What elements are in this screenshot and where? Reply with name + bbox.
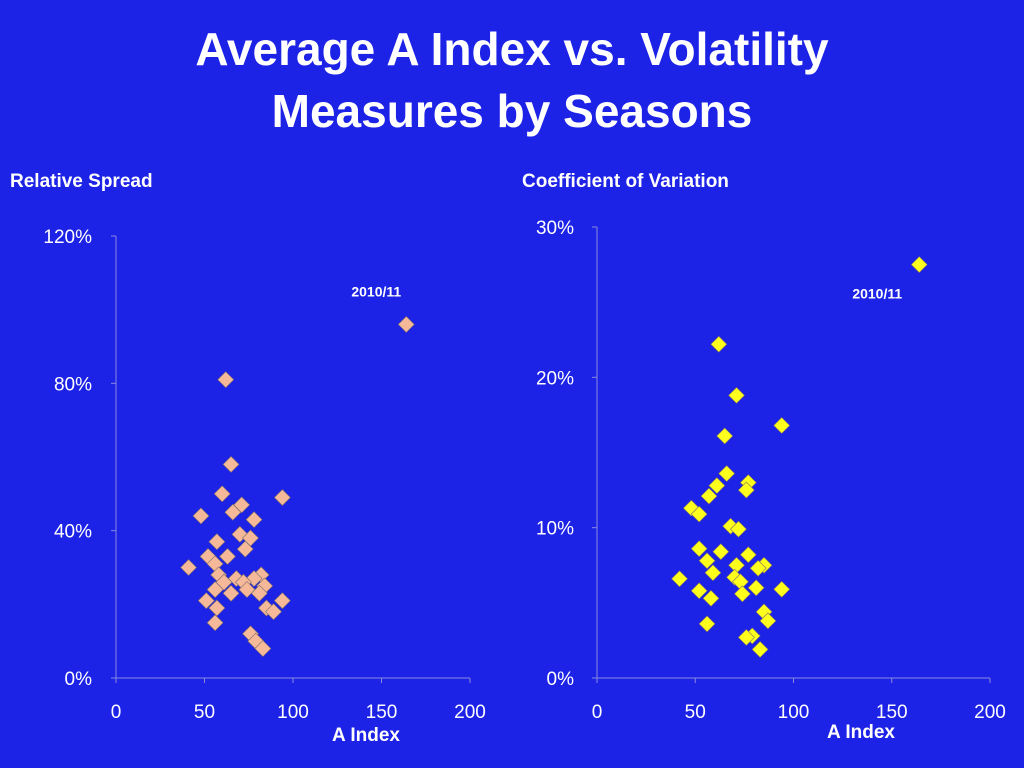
relative-spread-data-point: [224, 503, 242, 521]
coefficient-of-variation-x-tick-label: 200: [974, 702, 1006, 723]
coefficient-of-variation-data-point: [698, 615, 716, 633]
coefficient-of-variation-data-point: [737, 481, 755, 499]
coefficient-of-variation-x-axis-title: A Index: [827, 722, 895, 743]
relative-spread-data-point: [273, 489, 291, 506]
coefficient-of-variation-data-point: [759, 612, 777, 630]
coefficient-of-variation-x-tick-label: 150: [876, 702, 908, 723]
relative-spread-y-tick-label: 80%: [54, 374, 92, 395]
coefficient-of-variation-data-point: [671, 570, 688, 588]
relative-spread-data-point: [273, 592, 291, 610]
coefficient-of-variation-annotation: 2010/11: [852, 286, 902, 302]
coefficient-of-variation-data-point: [690, 505, 708, 523]
relative-spread-data-point: [245, 511, 263, 529]
coefficient-of-variation-data-point: [728, 386, 745, 404]
page-title-line-2: Measures by Seasons: [271, 85, 753, 137]
relative-spread-y-tick-label: 0%: [65, 669, 93, 690]
page-title-line-1: Average A Index vs. Volatility: [195, 23, 829, 75]
relative-spread-data-point: [206, 614, 224, 632]
coefficient-of-variation-x-tick-label: 100: [778, 702, 810, 723]
relative-spread-data-point: [254, 640, 272, 657]
relative-spread-data-point: [233, 496, 251, 514]
coefficient-of-variation-x-tick-label: 50: [685, 702, 706, 723]
coefficient-of-variation-data-point: [704, 564, 722, 582]
relative-spread-annotation: 2010/11: [351, 283, 401, 299]
coefficient-of-variation-data-point: [747, 579, 765, 597]
relative-spread-data-point: [206, 581, 224, 599]
coefficient-of-variation-data-point: [702, 589, 720, 607]
relative-spread-y-tick-label: 40%: [54, 522, 92, 543]
relative-spread-data-point: [397, 315, 415, 333]
relative-spread-chart-title: Relative Spread: [10, 171, 153, 192]
relative-spread-data-point: [208, 599, 226, 617]
relative-spread-x-tick-label: 150: [366, 702, 398, 723]
relative-spread-data-point: [192, 507, 210, 525]
coefficient-of-variation-data-point: [718, 465, 736, 482]
relative-spread-data-point: [265, 603, 282, 621]
coefficient-of-variation-data-point: [690, 540, 708, 558]
coefficient-of-variation-y-tick-label: 20%: [536, 368, 574, 389]
relative-spread-data-point: [197, 592, 215, 610]
relative-spread-data-point: [213, 485, 231, 503]
relative-spread-data-point: [219, 548, 236, 565]
coefficient-of-variation-data-point: [700, 487, 718, 505]
coefficient-of-variation-data-point: [737, 628, 755, 646]
coefficient-of-variation-data-point: [710, 335, 728, 353]
relative-spread-data-point: [180, 559, 197, 576]
relative-spread-data-point: [222, 455, 240, 473]
coefficient-of-variation-data-point: [773, 580, 791, 598]
coefficient-of-variation-chart-title: Coefficient of Variation: [522, 171, 729, 192]
coefficient-of-variation-data-point: [910, 256, 928, 274]
relative-spread-data-point: [208, 533, 226, 551]
coefficient-of-variation-data-point: [690, 582, 708, 600]
relative-spread-x-tick-label: 200: [454, 702, 486, 723]
coefficient-of-variation-data-point: [712, 543, 730, 561]
coefficient-of-variation-data-point: [739, 546, 757, 564]
coefficient-of-variation-y-tick-label: 30%: [536, 218, 574, 239]
coefficient-of-variation-y-tick-label: 10%: [536, 519, 574, 540]
relative-spread-x-tick-label: 0: [111, 702, 122, 723]
relative-spread-x-tick-label: 50: [194, 702, 215, 723]
coefficient-of-variation-data-point: [730, 520, 747, 538]
coefficient-of-variation-data-point: [682, 499, 700, 517]
page-title: Average A Index vs. Volatility Measures …: [0, 18, 1024, 142]
coefficient-of-variation-data-point: [716, 427, 734, 445]
coefficient-of-variation-data-point: [751, 641, 769, 658]
relative-spread-x-tick-label: 100: [277, 702, 309, 723]
coefficient-of-variation-y-tick-label: 0%: [547, 669, 575, 690]
relative-spread-data-point: [236, 540, 254, 558]
relative-spread-x-axis-title: A Index: [332, 725, 400, 746]
relative-spread-data-point: [250, 584, 268, 602]
coefficient-of-variation-data-point: [773, 417, 791, 434]
relative-spread-data-point: [238, 581, 256, 599]
coefficient-of-variation-data-point: [733, 585, 751, 603]
coefficient-of-variation-data-point: [708, 477, 726, 494]
relative-spread-data-point: [217, 371, 235, 389]
relative-spread-data-point: [222, 584, 240, 602]
relative-spread-y-tick-label: 120%: [43, 227, 92, 248]
coefficient-of-variation-data-point: [698, 552, 716, 570]
coefficient-of-variation-x-tick-label: 0: [592, 702, 603, 723]
coefficient-of-variation-data-point: [749, 559, 767, 577]
